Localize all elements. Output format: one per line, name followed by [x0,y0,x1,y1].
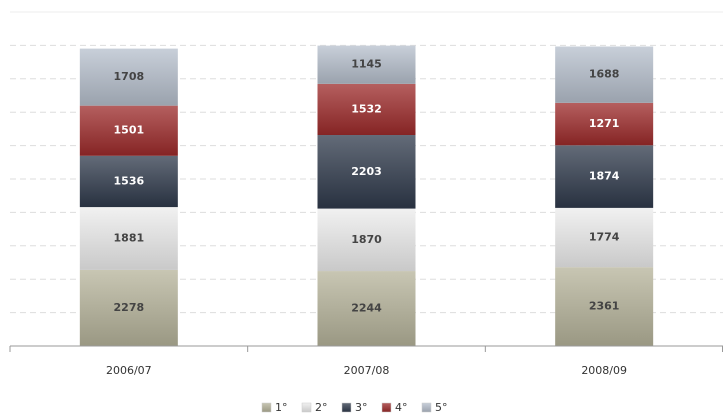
legend-swatch [341,402,352,413]
bar-segment [79,105,178,156]
value-label: 1874 [589,170,620,183]
value-label: 1145 [351,58,382,71]
legend-label: 2° [315,401,328,414]
value-label: 2278 [114,301,145,314]
x-tick-label: 2007/08 [344,364,390,377]
bar-segment [317,135,416,209]
value-label: 1881 [114,232,145,245]
value-label: 1688 [589,68,620,81]
bar-segment [79,207,178,270]
bar-segment [555,102,654,146]
legend-swatch [421,402,432,413]
legend-swatch [381,402,392,413]
bar-segment [555,267,654,346]
legend-swatch [261,402,272,413]
x-tick-label: 2008/09 [581,364,627,377]
bar-segment [317,83,416,136]
bar-segment [555,145,654,208]
value-label: 1708 [114,70,145,83]
bar-segment [317,271,416,346]
value-label: 2361 [589,300,620,313]
legend-label: 3° [355,401,368,414]
bar-segment [79,48,178,106]
legend-swatch [301,402,312,413]
value-label: 1870 [351,233,382,246]
value-label: 2244 [351,302,382,315]
value-label: 1536 [114,174,145,187]
legend-label: 1° [275,401,288,414]
value-label: 2203 [351,165,382,178]
bar-segment [79,155,178,208]
value-label: 1501 [114,124,145,137]
legend-label: 4° [395,401,408,414]
value-label: 1774 [589,231,620,244]
value-label: 1532 [351,102,382,115]
bar-segment [555,207,654,268]
bar-segment [79,269,178,346]
legend-label: 5° [435,401,448,414]
x-tick-label: 2006/07 [106,364,152,377]
bar-segment [317,208,416,272]
value-label: 1271 [589,117,620,130]
bar-segment [317,45,416,84]
bar-segment [555,46,654,103]
